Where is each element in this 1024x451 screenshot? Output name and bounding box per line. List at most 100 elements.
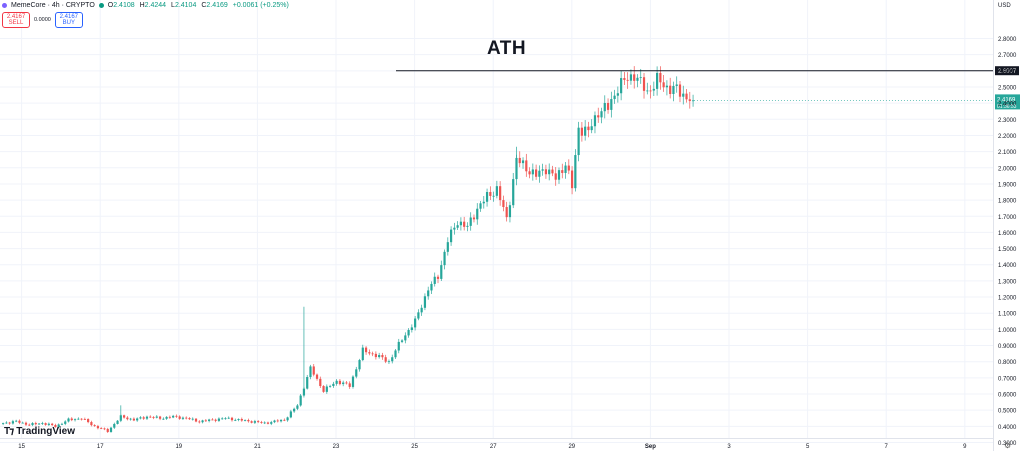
candle-body — [342, 382, 345, 385]
candle — [41, 421, 44, 425]
candle-body — [633, 74, 636, 81]
candle — [489, 186, 492, 200]
candle — [570, 166, 574, 195]
candle-body — [152, 416, 155, 418]
candle — [312, 364, 315, 377]
candle-body — [145, 416, 149, 419]
candle — [659, 66, 662, 90]
candle — [8, 421, 11, 425]
candle-body — [181, 417, 185, 419]
tradingview-logo[interactable]: T⁊ TradingView — [4, 426, 75, 437]
candle-body — [227, 417, 230, 419]
candle — [34, 421, 37, 426]
candle — [499, 181, 502, 206]
price-tick-label: 1.3000 — [998, 279, 1017, 285]
candle-body — [570, 170, 574, 189]
candle-body — [489, 191, 492, 196]
time-tick-label: 23 — [333, 444, 340, 450]
candle-body — [266, 422, 270, 424]
candle — [440, 260, 443, 282]
candle — [257, 420, 260, 424]
candle-body — [652, 88, 655, 91]
candle — [580, 122, 583, 142]
candle-body — [37, 423, 41, 425]
candle — [508, 201, 512, 223]
candle-body — [590, 126, 593, 131]
candle-body — [567, 165, 570, 171]
candle-body — [374, 353, 377, 358]
buy-button[interactable]: 2.4167 BUY — [54, 12, 83, 28]
candle-body — [67, 418, 70, 422]
time-tick-label: 5 — [806, 444, 810, 450]
candle — [283, 418, 286, 422]
candle — [378, 352, 381, 359]
candle-body — [505, 207, 508, 218]
buy-price: 2.4167 — [59, 14, 78, 20]
candle — [521, 157, 525, 169]
candle — [204, 418, 207, 422]
candle-body — [629, 74, 633, 81]
candle-body — [198, 421, 201, 423]
candle — [172, 414, 175, 419]
settings-gear-icon[interactable]: ⚙ — [1004, 441, 1012, 450]
candle — [436, 274, 440, 284]
candle-body — [495, 186, 498, 196]
candle — [364, 346, 368, 355]
candle-body — [243, 420, 247, 421]
candle — [113, 422, 116, 429]
candle — [145, 415, 149, 420]
candle — [270, 420, 273, 426]
candle-body — [463, 221, 466, 227]
candle-body — [642, 77, 646, 91]
candle-body — [469, 217, 472, 226]
candle-body — [237, 419, 240, 420]
price-tick-label: 0.7000 — [998, 376, 1017, 382]
countdown-text: 01:36:53 — [997, 104, 1017, 110]
candle-body — [381, 355, 384, 358]
ath-price-tag — [995, 66, 1019, 76]
currency-label[interactable]: USD — [998, 3, 1011, 9]
candle-body — [31, 423, 34, 426]
sell-button[interactable]: 2.4167 SELL — [2, 12, 30, 28]
candle — [188, 417, 191, 420]
candle-body — [476, 208, 479, 220]
time-tick-label: 19 — [175, 444, 182, 450]
spread-value: 0.0000 — [34, 17, 51, 23]
price-tick-label: 2.1000 — [998, 150, 1017, 156]
candle-body — [132, 418, 135, 421]
candle-body — [368, 352, 371, 354]
candle — [482, 196, 485, 209]
candle — [525, 153, 528, 177]
candle-body — [521, 160, 525, 164]
candle-body — [306, 377, 309, 389]
candle — [410, 324, 413, 333]
candle-body — [28, 424, 31, 426]
candle-body — [286, 417, 289, 421]
candle-body — [665, 85, 669, 88]
candle-body — [384, 357, 387, 362]
candle-body — [54, 425, 57, 427]
candle — [185, 416, 188, 420]
candle — [243, 419, 247, 422]
candle-body — [142, 417, 145, 419]
candle-body — [162, 418, 165, 420]
candle — [237, 418, 240, 422]
symbol-title[interactable]: MemeCore · 4h · CRYPTO — [11, 2, 95, 9]
candle-body — [8, 422, 11, 424]
candle-body — [80, 418, 83, 420]
candle — [371, 351, 374, 357]
candle-body — [499, 186, 502, 201]
candle — [211, 418, 214, 421]
candle-body — [541, 169, 544, 171]
candle — [642, 72, 646, 99]
candle-body — [348, 383, 351, 387]
candle-body — [253, 421, 256, 423]
candle — [564, 162, 567, 179]
candle-body — [57, 424, 60, 427]
candle-body — [351, 376, 355, 387]
candle — [551, 165, 554, 177]
trade-buttons: 2.4167 SELL 0.0000 2.4167 BUY — [2, 12, 83, 28]
candle-body — [626, 79, 629, 81]
candle-body — [593, 115, 597, 127]
